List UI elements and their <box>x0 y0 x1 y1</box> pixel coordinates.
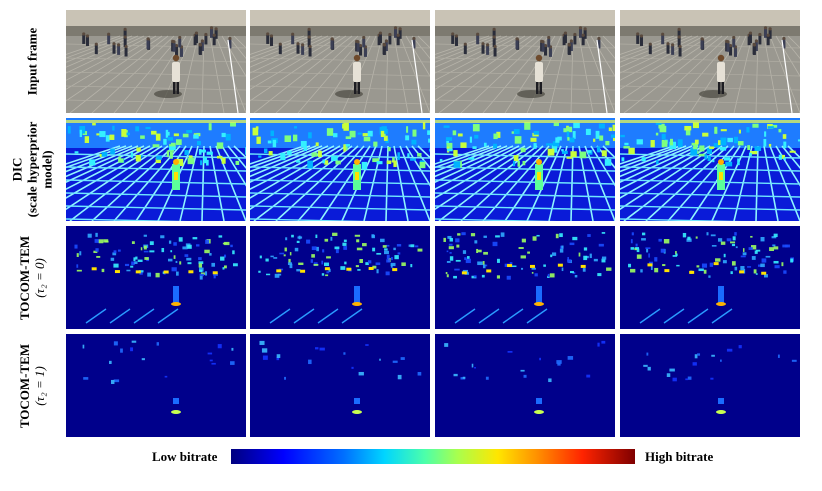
high-bitrate-label: High bitrate <box>645 449 714 464</box>
panel-dic-frame-3 <box>435 118 615 221</box>
panel-input-frame-3 <box>435 10 615 113</box>
panel-tocom-tau1-frame-2 <box>250 334 430 437</box>
panel-tocom-tau0-frame-2 <box>250 226 430 329</box>
panel-input-frame-4 <box>620 10 800 113</box>
panel-tocom-tau1-frame-1 <box>66 334 246 437</box>
panel-tocom-tau0-frame-4 <box>620 226 800 329</box>
panel-tocom-tau1-frame-3 <box>435 334 615 437</box>
panel-tocom-tau1-frame-4 <box>620 334 800 437</box>
row-label-tocom-tau1: TOCOM-TEM (τ₂ = 1) <box>17 343 48 428</box>
panel-input-frame-1 <box>66 10 246 113</box>
row-label-dic: DIC (scale hyperprior model) <box>9 121 55 218</box>
panel-input-frame-2 <box>250 10 430 113</box>
panel-dic-frame-2 <box>250 118 430 221</box>
panel-dic-frame-1 <box>66 118 246 221</box>
low-bitrate-label: Low bitrate <box>152 449 218 464</box>
panel-tocom-tau0-frame-1 <box>66 226 246 329</box>
row-label-input: Input frame <box>24 27 40 96</box>
panel-tocom-tau0-frame-3 <box>435 226 615 329</box>
row-label-tocom-tau0: TOCOM-TEM (τ₂ = 0) <box>17 235 48 320</box>
bitrate-colorbar <box>231 449 635 464</box>
panel-dic-frame-4 <box>620 118 800 221</box>
